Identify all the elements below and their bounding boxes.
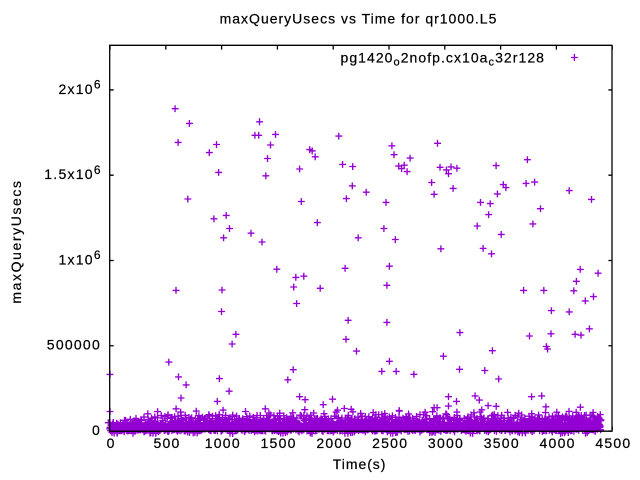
svg-text:1.5x106: 1.5x106	[44, 163, 101, 182]
svg-text:500000: 500000	[47, 337, 101, 353]
svg-text:maxQueryUsecs: maxQueryUsecs	[8, 179, 24, 303]
svg-text:0: 0	[92, 422, 101, 438]
svg-text:4000: 4000	[540, 435, 576, 451]
svg-text:1000: 1000	[205, 435, 241, 451]
svg-text:3000: 3000	[428, 435, 464, 451]
svg-text:4500: 4500	[595, 435, 631, 451]
svg-text:maxQueryUsecs vs Time for qr10: maxQueryUsecs vs Time for qr1000.L5	[220, 11, 498, 27]
svg-text:0: 0	[107, 435, 116, 451]
svg-text:2500: 2500	[372, 435, 408, 451]
svg-text:3500: 3500	[484, 435, 520, 451]
svg-text:1x106: 1x106	[58, 248, 101, 267]
svg-text:1500: 1500	[261, 435, 297, 451]
svg-text:500: 500	[153, 435, 180, 451]
svg-text:Time(s): Time(s)	[333, 456, 387, 472]
svg-text:2000: 2000	[316, 435, 352, 451]
svg-text:2x106: 2x106	[58, 78, 101, 97]
